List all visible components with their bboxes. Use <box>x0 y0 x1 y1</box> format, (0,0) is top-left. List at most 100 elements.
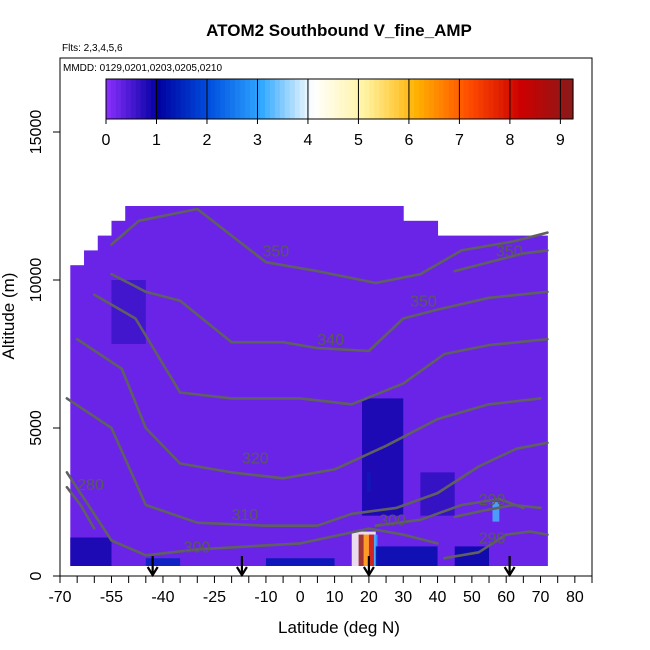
colorbar-swatch <box>379 79 385 119</box>
x-tick-label: 20 <box>360 589 378 606</box>
colorbar-swatch <box>319 79 326 119</box>
heatmap-cell <box>138 206 164 566</box>
flight-arrows <box>146 556 516 578</box>
colorbar-swatch <box>404 79 410 119</box>
colorbar-swatch <box>185 79 192 119</box>
colorbar-swatch <box>433 79 440 119</box>
heatmap-cell <box>111 220 126 567</box>
x-tick-label: 70 <box>532 589 550 606</box>
colorbar-swatch <box>344 79 351 119</box>
heatmap-feature <box>368 534 375 566</box>
x-axis: -70 -55 -40 -25 -10 0 10 20 30 40 50 60 70 80 <box>48 575 593 606</box>
chart-title: ATOM2 Southbound V_fine_AMP <box>206 21 472 40</box>
colorbar-tick-label: 2 <box>203 132 212 149</box>
heatmap-feature <box>363 534 369 566</box>
colorbar-swatch <box>543 79 549 119</box>
colorbar-swatch <box>205 79 211 119</box>
colorbar-swatch <box>443 79 450 119</box>
colorbar-swatch <box>299 79 306 119</box>
colorbar-swatch <box>389 79 395 119</box>
colorbar-swatch <box>438 79 445 119</box>
colorbar-tick-label: 1 <box>152 132 161 149</box>
colorbar-swatch <box>468 79 475 119</box>
chart-subtitle-flights: Flts: 2,3,4,5,6 <box>62 43 123 54</box>
x-tick-label: 10 <box>326 589 344 606</box>
colorbar-swatch <box>250 79 256 119</box>
heatmap-feature <box>362 398 404 516</box>
colorbar-tick-label: 5 <box>354 132 363 149</box>
colorbar-swatch <box>110 79 117 119</box>
colorbar-tick-label: 0 <box>102 132 111 149</box>
colorbar-swatch <box>423 79 430 119</box>
x-tick-label: -40 <box>151 589 174 606</box>
contour-label: 350 <box>496 243 523 260</box>
contour-line <box>93 293 549 406</box>
contour-line <box>443 530 549 560</box>
contour-label: 300 <box>379 513 406 530</box>
y-tick-label: 5000 <box>28 410 45 446</box>
contour-label: 350 <box>263 243 290 260</box>
colorbar-swatch <box>324 79 331 119</box>
y-tick-label: 10000 <box>28 258 45 303</box>
colorbar-swatch <box>264 79 271 119</box>
contour-line <box>110 272 549 353</box>
heatmap-feature <box>375 546 438 566</box>
heatmap-feature <box>70 537 112 566</box>
colorbar-swatch <box>235 79 241 119</box>
heatmap-feature <box>111 280 146 344</box>
colorbar-swatch <box>190 79 197 119</box>
contour-label: 310 <box>232 507 259 524</box>
x-tick-label: 40 <box>429 589 447 606</box>
colorbar-swatch <box>220 79 226 119</box>
heatmap-feature <box>265 558 335 566</box>
colorbar-swatch <box>200 79 206 119</box>
colorbar-swatch <box>478 79 485 119</box>
colorbar-swatch <box>120 79 127 119</box>
colorbar-swatch <box>240 79 246 119</box>
contour-label: 350 <box>410 294 437 311</box>
colorbar-swatch <box>374 79 380 119</box>
colorbar-swatch <box>349 79 356 119</box>
colorbar-swatch <box>334 79 341 119</box>
y-axis: 0 5000 10000 15000 <box>28 58 61 580</box>
colorbar-swatch <box>498 79 505 119</box>
contour-label: 300 <box>184 539 211 556</box>
colorbar: 0 1 2 3 4 5 6 7 8 9 <box>102 78 574 149</box>
colorbar-swatch <box>513 79 519 119</box>
colorbar-swatch <box>359 79 365 119</box>
colorbar-swatch <box>458 79 465 119</box>
contour-line <box>453 249 549 273</box>
colorbar-swatch <box>364 79 370 119</box>
heatmap-cell <box>437 235 490 566</box>
colorbar-swatch <box>473 79 480 119</box>
colorbar-swatch <box>548 79 554 119</box>
x-tick-label: 30 <box>394 589 412 606</box>
contour-line <box>374 497 525 527</box>
colorbar-tick-label: 3 <box>253 132 262 149</box>
contour-line <box>65 485 96 530</box>
colorbar-swatch <box>175 79 182 119</box>
colorbar-swatch <box>309 79 316 119</box>
colorbar-swatch <box>279 79 286 119</box>
contour-line <box>110 207 549 285</box>
colorbar-swatch <box>488 79 495 119</box>
colorbar-tick-label: 9 <box>556 132 565 149</box>
colorbar-swatch <box>245 79 251 119</box>
heatmap-feature <box>358 534 364 566</box>
colorbar-swatch <box>195 79 201 119</box>
contour-line <box>65 397 549 527</box>
colorbar-swatch <box>448 79 455 119</box>
heatmap-cell <box>162 206 215 566</box>
colorbar-swatch <box>339 79 346 119</box>
y-axis-label: Altitude (m) <box>0 273 18 360</box>
colorbar-swatch <box>558 79 564 119</box>
colorbar-swatch <box>354 79 360 119</box>
colorbar-swatch <box>150 79 157 119</box>
contour-label: 290 <box>479 530 506 547</box>
x-axis-label: Latitude (deg N) <box>278 618 400 637</box>
colorbar-swatch <box>493 79 500 119</box>
colorbar-swatch <box>155 79 162 119</box>
colorbar-swatch <box>294 79 301 119</box>
colorbar-swatch <box>130 79 137 119</box>
